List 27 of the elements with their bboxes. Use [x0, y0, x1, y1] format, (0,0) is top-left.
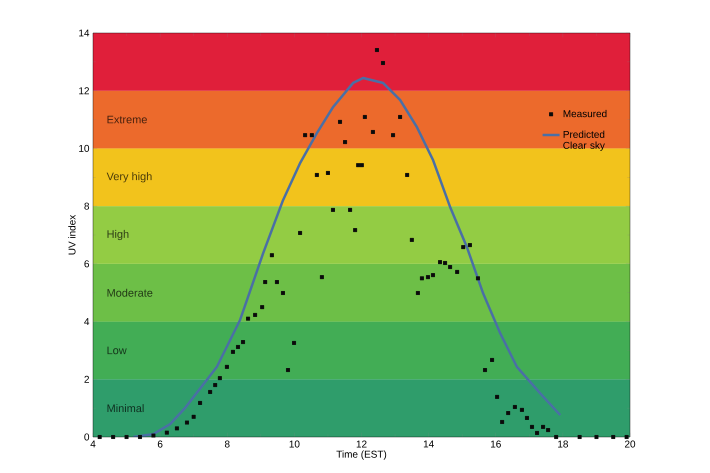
y-tick-label: 6 [84, 260, 90, 268]
x-tick-label: 4 [90, 440, 96, 448]
x-tick-label: 12 [356, 440, 367, 448]
legend-label: Predicted Clear sky [563, 130, 605, 151]
y-tick-label: 8 [84, 202, 90, 210]
x-tick-label: 14 [424, 440, 434, 448]
y-tick-label: 4 [84, 318, 90, 325]
legend-label: Measured [564, 110, 606, 118]
x-axis-title: Time (EST) [336, 450, 386, 460]
band-label: Very high [106, 172, 152, 182]
band-label: Minimal [107, 404, 144, 412]
x-tick-label: 20 [624, 440, 636, 448]
y-tick-label: 12 [79, 87, 89, 94]
y-tick-label: 14 [79, 30, 90, 36]
band-label: Moderate [107, 288, 152, 297]
y-tick-label: 2 [84, 376, 89, 383]
y-axis-title: UV index [68, 214, 76, 254]
y-tick-label: 0 [84, 433, 90, 441]
band-label: Low [107, 346, 127, 354]
x-tick-label: 8 [224, 440, 230, 448]
x-tick-label: 16 [490, 440, 501, 448]
x-tick-label: 18 [558, 440, 568, 448]
band-label: Extreme [107, 116, 147, 124]
y-tick-label: 10 [79, 144, 90, 152]
band-label: High [107, 230, 128, 240]
x-tick-label: 10 [290, 440, 300, 448]
x-tick-label: 6 [158, 440, 162, 448]
